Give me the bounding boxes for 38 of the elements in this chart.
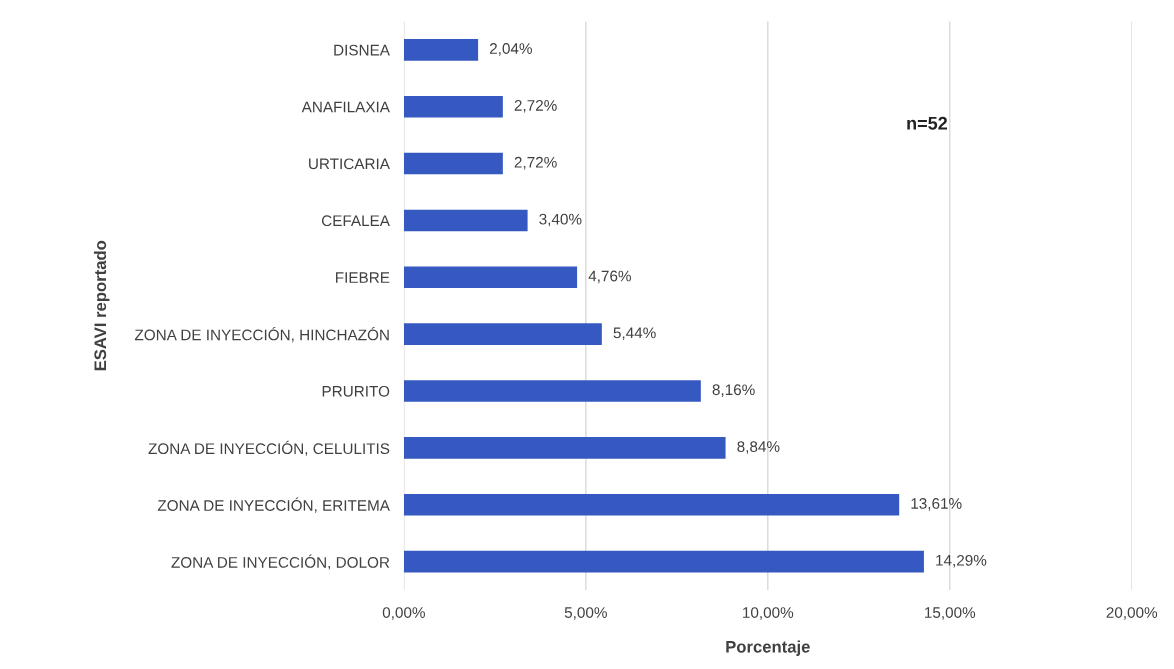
- data-label: 8,16%: [712, 384, 755, 397]
- data-label: 3,40%: [539, 213, 582, 227]
- bar: [403, 323, 602, 345]
- data-label: 5,44%: [613, 327, 656, 341]
- y-tick-label: CEFALEA: [321, 215, 390, 227]
- data-label: 4,76%: [588, 270, 631, 284]
- data-label: 2,72%: [514, 156, 557, 170]
- y-tick-label: PRURITO: [322, 385, 390, 397]
- y-tick-label: FIEBRE: [336, 272, 390, 283]
- y-tick-label: DISNEA: [334, 44, 390, 56]
- bar: [403, 152, 503, 175]
- data-label: 2,04%: [489, 43, 532, 56]
- y-tick-label: ANAFILAXIA: [301, 101, 390, 113]
- x-tick-label: 20,00%: [1106, 607, 1158, 620]
- bar: [403, 266, 578, 289]
- bar: [403, 380, 701, 402]
- bar: [403, 209, 528, 232]
- x-tick-label: 10,00%: [743, 607, 794, 620]
- y-tick-label: ZONA DE INYECCIÓN, ERITEMA: [157, 497, 390, 513]
- data-label: 8,84%: [737, 441, 780, 454]
- y-tick-label: ZONA DE INYECCIÓN, DOLOR: [171, 554, 390, 570]
- bar: [403, 39, 479, 61]
- bar: [403, 437, 726, 459]
- data-label: 13,61%: [911, 498, 962, 511]
- annotation: n=52: [907, 116, 948, 130]
- bar: [403, 550, 924, 573]
- x-tick-label: 0,00%: [382, 607, 425, 620]
- data-label: 14,29%: [936, 554, 987, 568]
- y-tick-label: ZONA DE INYECCIÓN, CELULITIS: [148, 440, 390, 456]
- x-tick-label: 15,00%: [925, 607, 976, 620]
- x-axis-title: Porcentaje: [726, 640, 810, 656]
- bar: [403, 493, 900, 516]
- y-tick-label: URTICARIA: [309, 158, 390, 170]
- y-tick-label: ZONA DE INYECCIÓN, HINCHAZÓN: [134, 326, 389, 343]
- y-axis-title: ESAVI reportado: [93, 240, 110, 371]
- bar: [403, 95, 503, 118]
- data-label: 2,72%: [514, 99, 557, 113]
- x-tick-label: 5,00%: [564, 607, 607, 620]
